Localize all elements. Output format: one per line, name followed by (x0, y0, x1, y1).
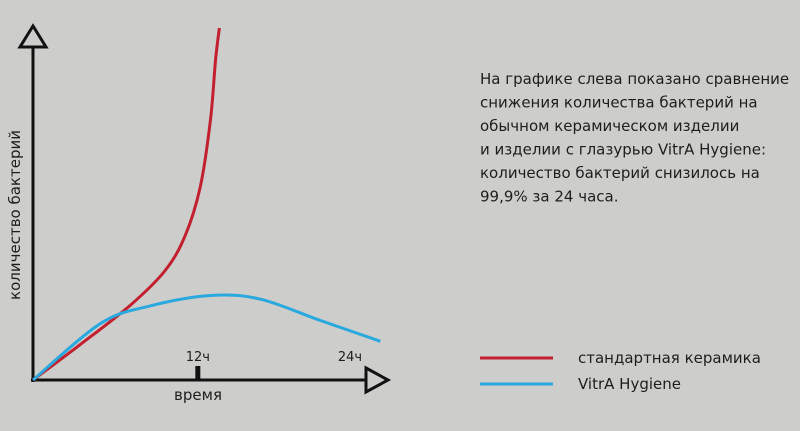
description-line: количество бактерий снизилось на (480, 164, 760, 182)
x-tick-label: 12ч (186, 350, 210, 365)
series-line (32, 293, 381, 382)
description: На графике слева показано сравнение сниже… (480, 70, 789, 206)
x-axis-label: время (174, 386, 222, 404)
y-axis-arrow (17, 23, 49, 49)
legend-label: VitrA Hygiene (578, 375, 681, 393)
x-tick-label: 24ч (338, 350, 362, 365)
description-line: и изделии с глазурью VitrA Hygiene: (480, 141, 766, 159)
description-line: 99,9% за 24 часа. (480, 188, 618, 206)
description-line: снижения количества бактерий на (480, 94, 758, 112)
series-line (32, 27, 221, 382)
description-line: обычном керамическом изделии (480, 117, 739, 135)
y-axis-label: количество бактерий (6, 130, 24, 300)
description-line: На графике слева показано сравнение (480, 70, 789, 88)
legend-label: стандартная керамика (578, 349, 761, 367)
x-axis-arrow (364, 365, 392, 395)
